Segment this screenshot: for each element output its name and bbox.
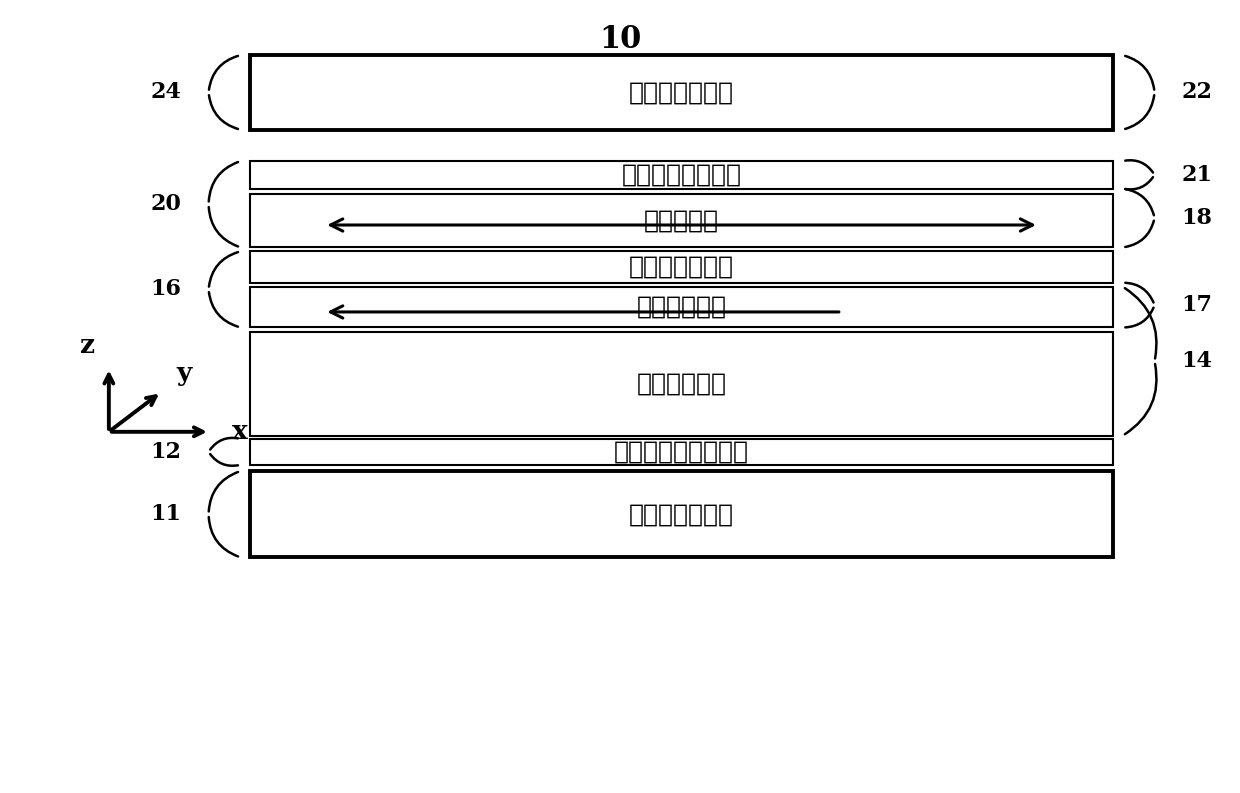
Text: （多个）常规种子层: （多个）常规种子层 — [614, 440, 749, 464]
Text: 16: 16 — [150, 278, 181, 301]
Text: （多个）常规盖层: （多个）常规盖层 — [621, 163, 742, 187]
Text: 11: 11 — [150, 504, 181, 525]
Bar — [250, 161, 1112, 189]
Text: 常规底部接触件: 常规底部接触件 — [629, 502, 734, 527]
Text: 常规被钉扎层: 常规被钉扎层 — [636, 295, 727, 319]
Bar — [250, 56, 1112, 130]
Text: 22: 22 — [1182, 82, 1213, 103]
Bar — [250, 471, 1112, 557]
Text: 常规隧道势垒层: 常规隧道势垒层 — [629, 255, 734, 279]
Text: z: z — [79, 333, 94, 358]
Text: y: y — [176, 361, 191, 385]
Bar — [250, 286, 1112, 328]
Text: 14: 14 — [1182, 351, 1213, 372]
Bar — [250, 194, 1112, 247]
Bar — [250, 251, 1112, 283]
Text: 10: 10 — [599, 24, 641, 55]
Text: 20: 20 — [150, 193, 181, 215]
Text: 24: 24 — [150, 82, 181, 103]
Text: 17: 17 — [1182, 294, 1213, 316]
Text: x: x — [232, 419, 248, 444]
Text: 常规自由层: 常规自由层 — [644, 209, 719, 232]
Text: 18: 18 — [1182, 207, 1213, 229]
Text: 12: 12 — [150, 441, 181, 463]
Bar — [250, 439, 1112, 465]
Text: 常规反铁磁层: 常规反铁磁层 — [636, 372, 727, 396]
Text: 常规顶部接触件: 常规顶部接触件 — [629, 80, 734, 105]
Bar — [250, 332, 1112, 435]
Text: 21: 21 — [1182, 164, 1213, 186]
